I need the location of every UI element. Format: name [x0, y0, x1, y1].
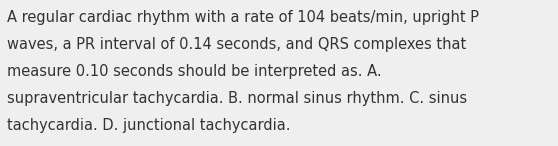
Text: tachycardia. D. junctional tachycardia.: tachycardia. D. junctional tachycardia. — [7, 118, 291, 133]
Text: waves, a PR interval of 0.14 seconds, and QRS complexes that: waves, a PR interval of 0.14 seconds, an… — [7, 37, 466, 52]
Text: supraventricular tachycardia. B. normal sinus rhythm. C. sinus: supraventricular tachycardia. B. normal … — [7, 91, 468, 106]
Text: measure 0.10 seconds should be interpreted as. A.: measure 0.10 seconds should be interpret… — [7, 64, 382, 79]
Text: A regular cardiac rhythm with a rate of 104 beats/min, upright P: A regular cardiac rhythm with a rate of … — [7, 10, 479, 25]
